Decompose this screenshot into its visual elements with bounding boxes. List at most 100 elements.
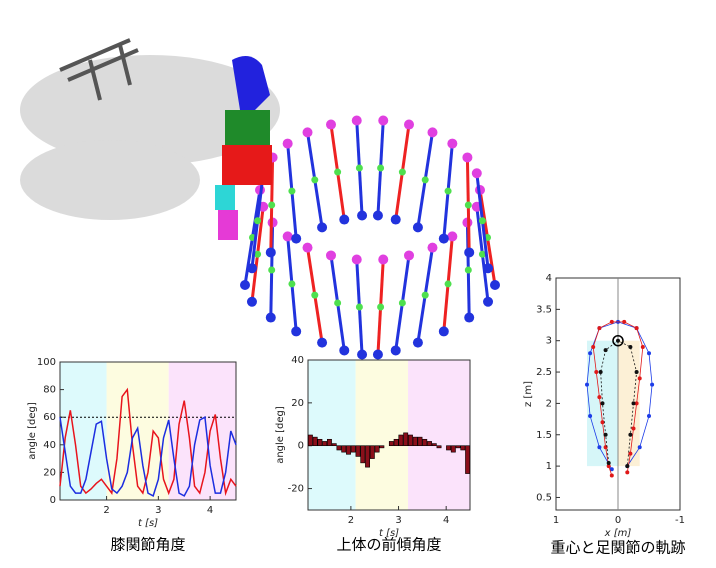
joint-top (352, 254, 362, 264)
joint-mid (356, 303, 363, 310)
x-tick-label: 0 (615, 515, 621, 526)
point (594, 370, 598, 374)
joint-top (404, 250, 414, 260)
scene-3d (20, 40, 500, 359)
joint-mid (377, 165, 384, 172)
bar (375, 446, 379, 452)
joint-foot (413, 222, 423, 232)
point (585, 383, 589, 387)
joint-foot (247, 263, 257, 273)
bar (356, 446, 360, 457)
joint-foot (291, 326, 301, 336)
y-tick-label: 0 (50, 495, 56, 506)
joint-top (352, 116, 362, 126)
x-tick-label: 4 (207, 505, 213, 516)
point (604, 348, 608, 352)
point (597, 445, 601, 449)
caption: 膝関節角度 (110, 536, 185, 554)
y-axis-label: angle [deg] (275, 406, 286, 464)
joint-foot (339, 215, 349, 225)
bar (423, 439, 427, 445)
bar (308, 435, 312, 446)
joint-mid (445, 188, 452, 195)
y-tick-label: 3 (546, 336, 552, 347)
point (625, 464, 629, 468)
point (597, 395, 601, 399)
x-tick-label: 2 (348, 515, 354, 526)
y-tick-label: 80 (43, 385, 56, 396)
point (641, 345, 645, 349)
joint-foot (483, 263, 493, 273)
joint-mid (311, 176, 318, 183)
joint-foot (439, 234, 449, 244)
joint-foot (240, 280, 250, 290)
point (647, 351, 651, 355)
point (588, 351, 592, 355)
joint-mid (334, 299, 341, 306)
joint-mid (422, 176, 429, 183)
y-tick-label: -20 (288, 484, 304, 495)
point (647, 414, 651, 418)
bar (404, 433, 408, 446)
y-tick-label: 40 (43, 440, 56, 451)
bar (342, 446, 346, 452)
joint-top (427, 243, 437, 253)
y-tick-label: 0 (298, 441, 304, 452)
joint-mid (268, 267, 275, 274)
joint-mid (422, 292, 429, 299)
bar (399, 435, 403, 446)
joint-top (472, 168, 482, 178)
joint-mid (479, 217, 486, 224)
point (588, 414, 592, 418)
joint-mid (377, 303, 384, 310)
y-tick-label: 2.5 (536, 367, 552, 378)
x-tick-label: 3 (395, 515, 401, 526)
bar (456, 446, 460, 448)
bar (465, 446, 469, 474)
joint-foot (291, 234, 301, 244)
point (628, 433, 632, 437)
figure: 020406080100234t [s]angle [deg]膝関節角度-200… (0, 0, 716, 564)
point (604, 433, 608, 437)
body-leg (218, 210, 238, 240)
joint-top (303, 243, 313, 253)
joint-top (427, 127, 437, 137)
bar (461, 446, 465, 450)
joint-top (303, 127, 313, 137)
band (308, 360, 356, 510)
joint-mid (254, 217, 261, 224)
caption: 重心と足関節の軌跡 (550, 539, 685, 557)
x-tick-label: 4 (443, 515, 449, 526)
bar (432, 444, 436, 446)
joint-foot (439, 326, 449, 336)
charts: 020406080100234t [s]angle [deg]膝関節角度-200… (27, 273, 686, 557)
body-hip (215, 185, 235, 210)
x-tick-label: 1 (553, 515, 559, 526)
joint-foot (339, 345, 349, 355)
bar (327, 439, 331, 445)
bar (418, 437, 422, 446)
joint-foot (391, 345, 401, 355)
point (607, 461, 611, 465)
joint-mid (311, 292, 318, 299)
joint-top (447, 139, 457, 149)
y-tick-label: 4 (546, 273, 552, 284)
joint-mid (399, 299, 406, 306)
joint-foot (247, 297, 257, 307)
point (591, 345, 595, 349)
bar (365, 446, 369, 467)
bar (389, 441, 393, 445)
joint-mid (288, 280, 295, 287)
y-tick-label: 0.5 (536, 492, 552, 503)
x-tick-label: 2 (103, 505, 109, 516)
x-tick-label: -1 (675, 515, 685, 526)
point (638, 445, 642, 449)
joint-top (378, 254, 388, 264)
joint-top (462, 152, 472, 162)
joint-mid (399, 169, 406, 176)
x-axis-label: t [s] (138, 518, 158, 529)
y-tick-label: 1 (546, 461, 552, 472)
point (628, 345, 632, 349)
joint-mid (356, 165, 363, 172)
y-tick-label: 60 (43, 412, 56, 423)
